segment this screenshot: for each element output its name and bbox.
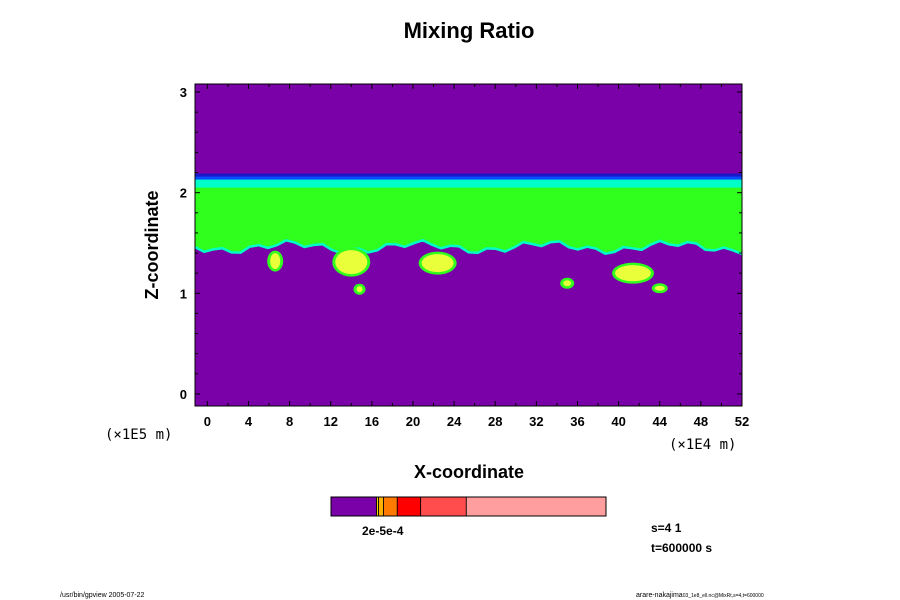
colorbar-segment	[420, 496, 467, 517]
y-axis-label: Z-coordinate	[142, 190, 162, 299]
patch	[270, 253, 281, 270]
x-tick-label: 0	[204, 414, 211, 429]
colorbar	[330, 496, 607, 517]
y-tick-label: 3	[180, 85, 187, 100]
x-tick-label: 4	[245, 414, 253, 429]
layer-upper-boundary-blue	[195, 174, 742, 183]
x-tick-label: 36	[570, 414, 584, 429]
x-tick-label: 32	[529, 414, 543, 429]
colorbar-label: 2e-5e-4	[362, 524, 404, 538]
colorbar-segment	[465, 496, 607, 517]
y-axis-ticks: 0 1 2 3	[180, 85, 742, 402]
x-tick-label: 28	[488, 414, 502, 429]
x-tick-label: 40	[611, 414, 625, 429]
patch	[356, 286, 363, 293]
patch	[654, 285, 665, 291]
y-tick-label: 0	[180, 387, 187, 402]
y-tick-label: 2	[180, 186, 187, 201]
x-tick-label: 44	[653, 414, 668, 429]
colorbar-segment	[383, 496, 398, 517]
layer-lower-edge	[194, 238, 743, 256]
y-scale-label: (×1E5 m)	[105, 427, 172, 443]
footer-right-small: 03_1e8_ell.nc@MixRt,s=4,t=600000	[683, 593, 764, 599]
contour-patches	[267, 247, 668, 295]
y-tick-label: 1	[180, 286, 187, 301]
footer-right: arare-nakajima03_1e8_ell.nc@MixRt,s=4,t=…	[636, 592, 764, 599]
x-scale-label: (×1E4 m)	[669, 437, 736, 453]
x-tick-label: 16	[365, 414, 379, 429]
layer-green-cloud-layer	[195, 187, 742, 254]
patch	[421, 254, 454, 273]
x-tick-label: 12	[323, 414, 337, 429]
x-axis-ticks: 0 4 8 12 16 20 24 28 32 36 40 44 48 52	[204, 84, 749, 429]
layer-cyan-band	[195, 179, 742, 191]
footer-right-main: arare-nakajima	[636, 592, 683, 599]
colorbar-segment	[378, 496, 384, 517]
patch	[563, 280, 572, 287]
footer-left: /usr/bin/gpview 2005-07-22	[60, 592, 145, 599]
x-axis-label: X-coordinate	[414, 462, 524, 482]
plot-frame	[194, 83, 743, 407]
colorbar-frame	[330, 496, 607, 517]
x-tick-label: 8	[286, 414, 293, 429]
x-tick-label: 52	[735, 414, 749, 429]
layer-top-line	[195, 173, 742, 177]
x-tick-label: 24	[447, 414, 462, 429]
x-tick-label: 48	[694, 414, 708, 429]
plot-area	[194, 83, 743, 407]
patch	[615, 265, 652, 282]
contour-layers	[194, 173, 743, 256]
colorbar-segment	[396, 496, 422, 517]
colorbar-segment	[330, 496, 378, 517]
x-tick-label: 20	[406, 414, 420, 429]
chart-title: Mixing Ratio	[404, 18, 535, 43]
patch	[335, 250, 368, 275]
slice-info: s=4 1	[651, 521, 682, 535]
time-info: t=600000 s	[651, 541, 712, 555]
